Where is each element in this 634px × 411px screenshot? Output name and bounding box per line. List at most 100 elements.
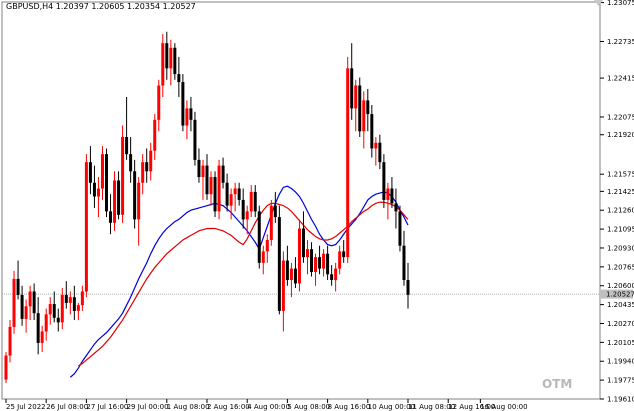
candle bbox=[261, 245, 265, 275]
candle bbox=[390, 177, 394, 208]
candle bbox=[84, 154, 88, 298]
candle-body bbox=[137, 182, 141, 220]
x-tick-label: 11 Aug 08:00 bbox=[408, 403, 455, 411]
candle bbox=[362, 91, 366, 149]
candle bbox=[205, 154, 209, 200]
candle-body bbox=[398, 211, 402, 246]
candle bbox=[213, 171, 217, 218]
candle-body bbox=[277, 217, 281, 311]
candle bbox=[100, 146, 104, 200]
candle bbox=[318, 245, 322, 275]
candle-body bbox=[36, 313, 40, 343]
candle-body bbox=[189, 108, 193, 120]
plot-frame bbox=[1, 1, 601, 400]
candle-body bbox=[56, 317, 60, 323]
y-tick-label: 1.21575 bbox=[607, 171, 634, 179]
candle bbox=[36, 297, 40, 355]
candle-body bbox=[125, 137, 129, 155]
candle-body bbox=[354, 85, 358, 109]
candle-body bbox=[350, 68, 354, 109]
candle-body bbox=[265, 239, 269, 252]
x-tick-label: 10 Aug 00:00 bbox=[368, 403, 415, 411]
candle bbox=[141, 154, 145, 195]
candle bbox=[342, 239, 346, 263]
candle bbox=[125, 96, 129, 160]
candle-body bbox=[141, 162, 145, 183]
candle-body bbox=[169, 47, 173, 69]
candle bbox=[269, 199, 273, 246]
candle bbox=[217, 159, 221, 220]
candle bbox=[189, 96, 193, 132]
y-tick-label: 1.22415 bbox=[607, 75, 634, 83]
moving-averages bbox=[69, 185, 409, 378]
candle bbox=[245, 205, 249, 235]
y-tick-label: 1.22735 bbox=[607, 38, 634, 46]
candle-body bbox=[386, 188, 390, 200]
candle bbox=[8, 320, 12, 363]
candle bbox=[322, 249, 326, 277]
candle bbox=[153, 114, 157, 160]
candle-body bbox=[374, 142, 378, 149]
y-tick-label: 1.20270 bbox=[607, 320, 634, 328]
y-tick-label: 1.21095 bbox=[607, 226, 634, 234]
current-price-tag-text: 1.20527 bbox=[606, 291, 634, 299]
candle-body bbox=[370, 114, 374, 149]
candle bbox=[145, 148, 149, 183]
candle bbox=[277, 205, 281, 315]
candle-body bbox=[209, 177, 213, 195]
candle bbox=[201, 159, 205, 200]
candle-body bbox=[84, 162, 88, 292]
candle bbox=[374, 137, 378, 166]
candle bbox=[406, 262, 410, 309]
candle-body bbox=[80, 291, 84, 306]
candle bbox=[133, 159, 137, 229]
candle-body bbox=[12, 278, 16, 327]
candle bbox=[12, 270, 16, 334]
candle-body bbox=[44, 314, 48, 332]
candle-body bbox=[326, 253, 330, 275]
candle bbox=[257, 205, 261, 269]
chart-shift-marker[interactable] bbox=[594, 0, 603, 6]
candle-body bbox=[217, 165, 221, 212]
candle-body bbox=[64, 294, 68, 303]
candle bbox=[165, 31, 169, 80]
candle-body bbox=[100, 154, 104, 189]
candle-body bbox=[261, 251, 265, 263]
candle-body bbox=[52, 304, 56, 318]
candle bbox=[326, 245, 330, 281]
candle-body bbox=[72, 297, 76, 311]
candle-body bbox=[193, 119, 197, 160]
x-tick-label: 5 Aug 08:00 bbox=[287, 403, 330, 411]
candle bbox=[378, 134, 382, 170]
candle-body bbox=[16, 278, 20, 295]
candle-body bbox=[133, 171, 137, 220]
candle-body bbox=[281, 260, 285, 311]
candle bbox=[297, 219, 301, 292]
candle-body bbox=[20, 294, 24, 319]
candle-body bbox=[32, 291, 36, 314]
candle-body bbox=[318, 257, 322, 269]
candle-body bbox=[249, 191, 253, 212]
candle-body bbox=[8, 326, 12, 356]
candle bbox=[56, 308, 60, 332]
candle bbox=[301, 211, 305, 263]
candle bbox=[197, 148, 201, 183]
candle-body bbox=[197, 159, 201, 178]
candle bbox=[28, 285, 32, 321]
candle bbox=[177, 56, 181, 97]
candle bbox=[253, 185, 257, 218]
candle bbox=[96, 177, 100, 218]
candle-body bbox=[253, 191, 257, 212]
candle bbox=[237, 182, 241, 206]
y-tick-label: 1.19940 bbox=[607, 358, 634, 366]
y-tick-label: 1.20765 bbox=[607, 263, 634, 271]
candle bbox=[358, 77, 362, 138]
candle bbox=[161, 34, 165, 97]
candle bbox=[285, 245, 289, 286]
candle-body bbox=[68, 297, 72, 303]
candle bbox=[121, 125, 125, 223]
candle bbox=[185, 100, 189, 140]
candle bbox=[157, 79, 161, 132]
